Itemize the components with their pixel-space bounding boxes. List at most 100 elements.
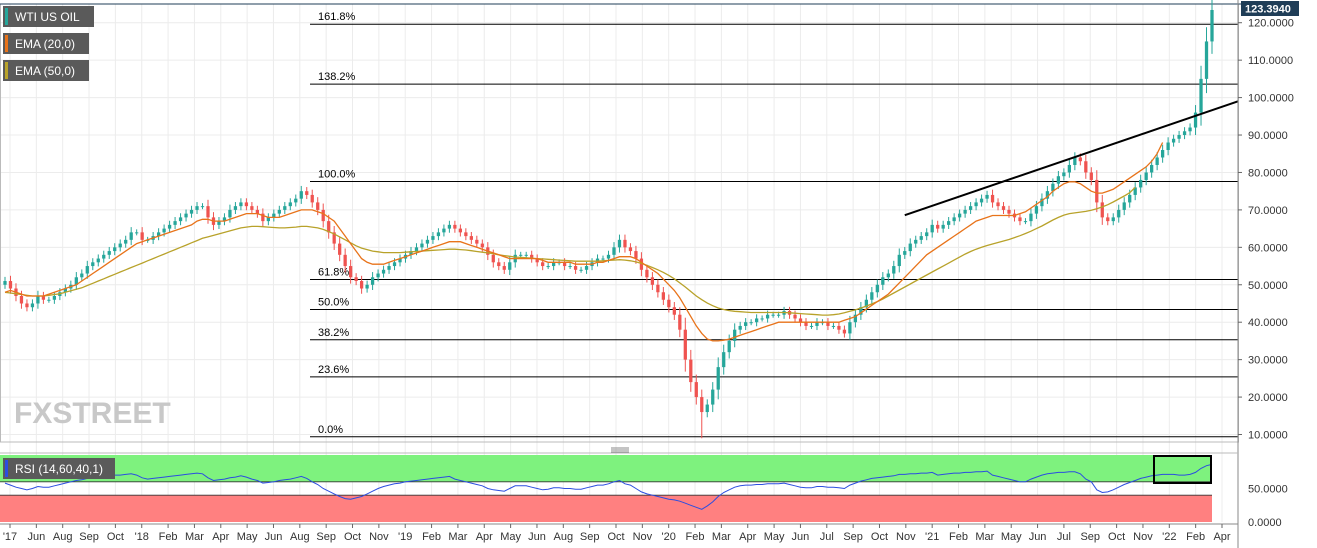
candle[interactable] — [678, 307, 682, 338]
candle[interactable] — [798, 314, 803, 327]
candle[interactable] — [420, 239, 424, 252]
candle[interactable] — [508, 257, 512, 276]
candle[interactable] — [634, 245, 638, 264]
candle[interactable] — [546, 263, 550, 270]
candle[interactable] — [886, 269, 890, 282]
candle[interactable] — [475, 235, 479, 248]
candle[interactable] — [332, 225, 336, 250]
candle[interactable] — [722, 344, 726, 375]
candle[interactable] — [195, 202, 199, 215]
candle[interactable] — [107, 246, 111, 259]
candle[interactable] — [842, 325, 847, 338]
candle[interactable] — [875, 279, 879, 298]
candle[interactable] — [1067, 159, 1071, 178]
candle[interactable] — [305, 187, 309, 200]
candle[interactable] — [442, 224, 446, 237]
legend-symbol[interactable]: WTI US OIL — [3, 6, 94, 27]
candle[interactable] — [91, 258, 95, 271]
candle[interactable] — [897, 248, 901, 273]
candle[interactable] — [837, 321, 841, 334]
candle[interactable] — [925, 228, 929, 241]
candle[interactable] — [167, 220, 172, 233]
candle[interactable] — [979, 194, 984, 207]
candle[interactable] — [310, 189, 314, 208]
candle[interactable] — [299, 185, 303, 204]
candle[interactable] — [129, 227, 133, 246]
candle[interactable] — [936, 220, 940, 233]
candle[interactable] — [244, 198, 249, 211]
candle[interactable] — [530, 250, 534, 263]
candle[interactable] — [1056, 170, 1061, 189]
candle[interactable] — [200, 203, 205, 210]
candle[interactable] — [930, 219, 934, 238]
candle[interactable] — [1018, 213, 1022, 226]
candle[interactable] — [25, 299, 29, 312]
candle[interactable] — [1111, 213, 1115, 226]
candle[interactable] — [963, 205, 967, 218]
candle[interactable] — [1139, 174, 1143, 193]
candle[interactable] — [469, 231, 473, 244]
candle[interactable] — [595, 254, 600, 267]
candle[interactable] — [941, 220, 945, 233]
candle[interactable] — [349, 259, 353, 284]
candle[interactable] — [1045, 185, 1050, 204]
candle[interactable] — [656, 279, 660, 298]
candle[interactable] — [848, 315, 852, 340]
candle[interactable] — [184, 209, 188, 222]
candle[interactable] — [1171, 134, 1176, 147]
candle[interactable] — [436, 228, 441, 241]
candle[interactable] — [1144, 167, 1148, 186]
candle[interactable] — [398, 254, 402, 267]
legend-rsi[interactable]: RSI (14,60,40,1) — [3, 458, 115, 479]
candle[interactable] — [760, 315, 764, 322]
candle[interactable] — [733, 323, 737, 348]
candle[interactable] — [700, 389, 704, 439]
candle[interactable] — [689, 349, 693, 392]
candle[interactable] — [990, 189, 995, 208]
candle[interactable] — [1106, 213, 1110, 226]
candle[interactable] — [892, 260, 896, 279]
candle[interactable] — [996, 198, 1000, 211]
candle[interactable] — [667, 294, 671, 313]
candle[interactable] — [1084, 154, 1088, 179]
candle[interactable] — [568, 263, 572, 270]
candle[interactable] — [327, 214, 331, 239]
candle[interactable] — [705, 399, 709, 418]
candle[interactable] — [30, 299, 35, 312]
candle[interactable] — [738, 321, 742, 334]
candle[interactable] — [381, 265, 386, 278]
candle[interactable] — [1073, 152, 1077, 171]
candle[interactable] — [859, 301, 863, 320]
candle[interactable] — [343, 248, 347, 273]
candle[interactable] — [1062, 168, 1066, 181]
candle[interactable] — [809, 322, 814, 329]
candle[interactable] — [135, 229, 139, 236]
candle[interactable] — [1199, 65, 1203, 126]
candle[interactable] — [1150, 159, 1154, 178]
candle[interactable] — [321, 203, 325, 228]
candle[interactable] — [1095, 170, 1099, 213]
candle[interactable] — [156, 228, 161, 241]
candle[interactable] — [458, 224, 463, 237]
candle[interactable] — [74, 272, 78, 291]
candle[interactable] — [113, 243, 117, 256]
candle[interactable] — [189, 205, 194, 218]
candle[interactable] — [1100, 194, 1104, 225]
candle[interactable] — [338, 237, 342, 262]
legend-ema50[interactable]: EMA (50,0) — [3, 60, 89, 81]
candle[interactable] — [1001, 202, 1006, 215]
candle[interactable] — [716, 357, 720, 400]
candle[interactable] — [1182, 127, 1187, 140]
candle[interactable] — [41, 291, 46, 304]
candle[interactable] — [1160, 144, 1165, 163]
candle[interactable] — [124, 235, 128, 248]
candle[interactable] — [464, 228, 468, 241]
candle[interactable] — [80, 269, 84, 282]
candle[interactable] — [365, 280, 369, 293]
candle[interactable] — [239, 198, 243, 211]
candle[interactable] — [952, 213, 956, 226]
candle[interactable] — [1029, 208, 1033, 227]
candle[interactable] — [804, 318, 808, 331]
candle[interactable] — [903, 246, 907, 259]
candle[interactable] — [694, 374, 698, 405]
